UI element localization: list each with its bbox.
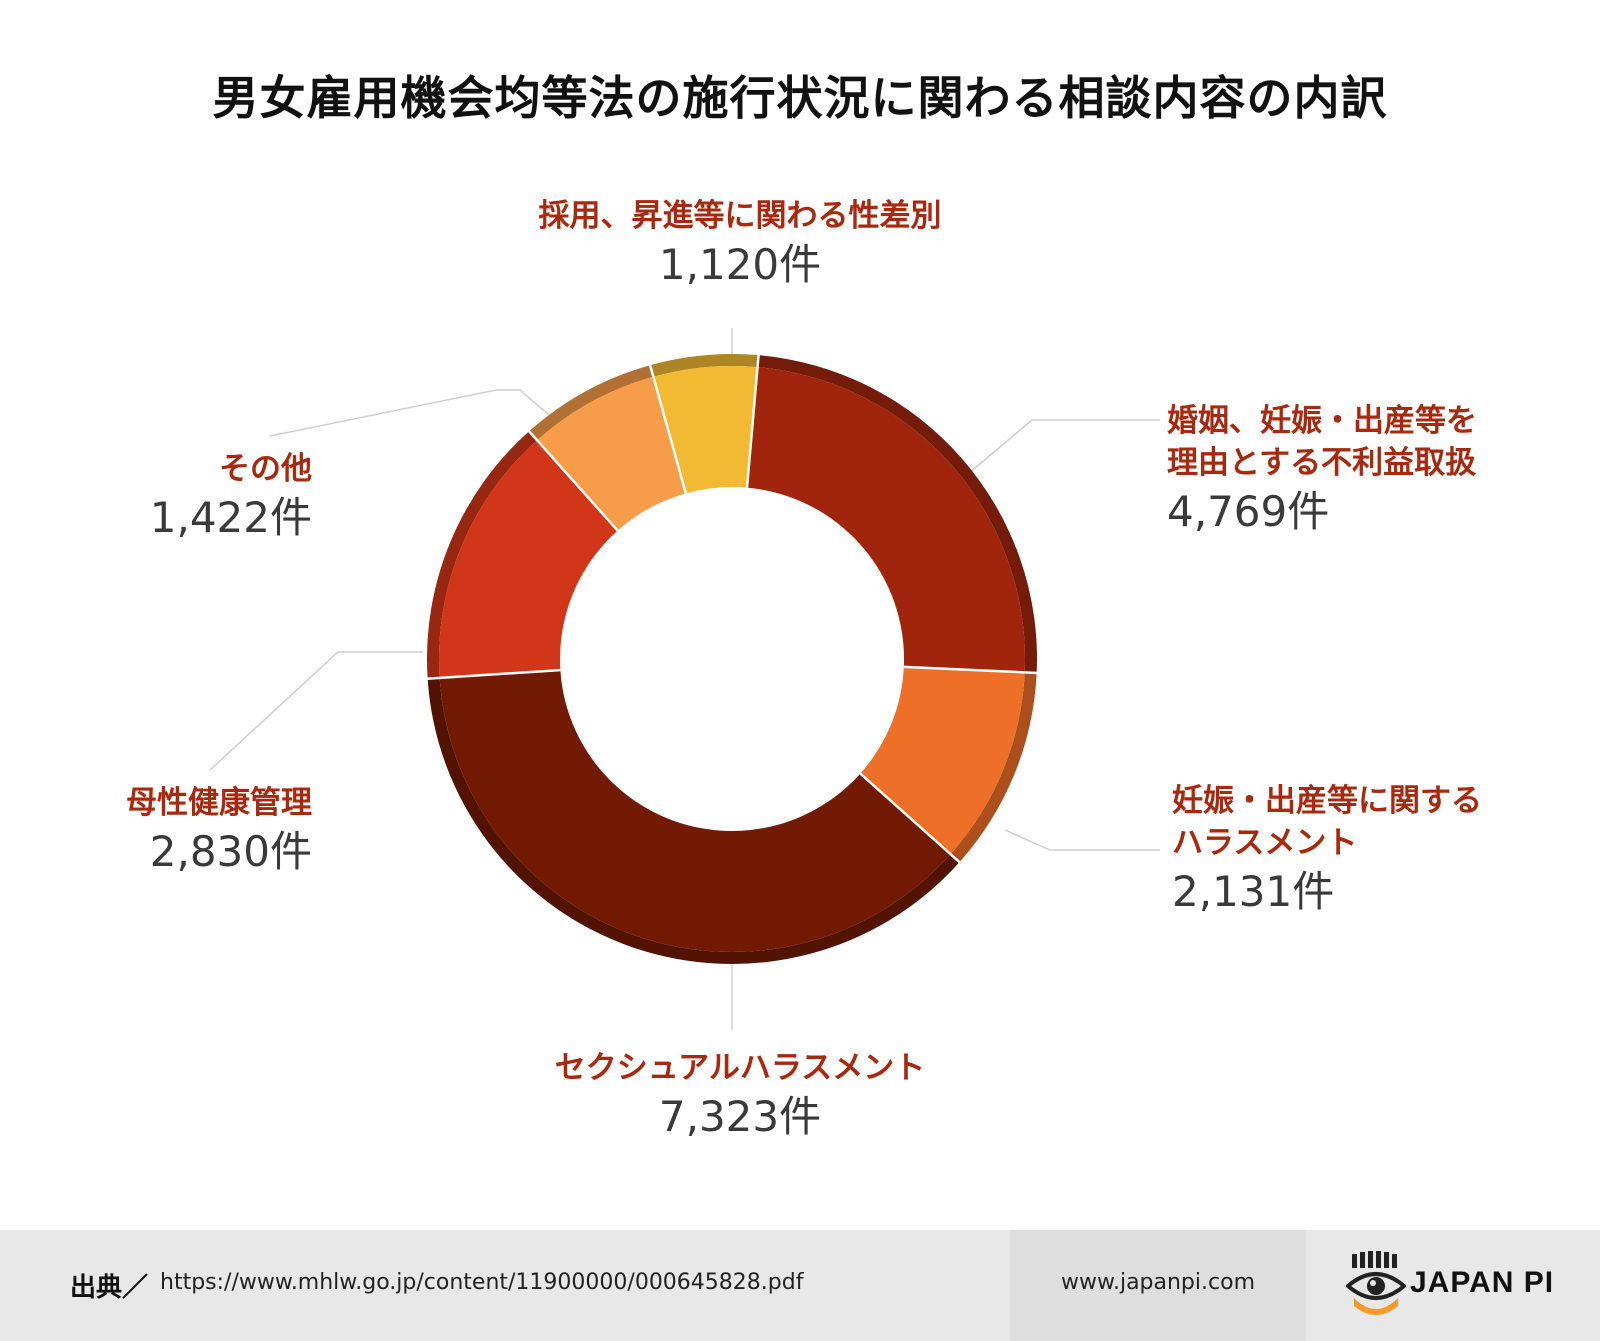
label-recruitment-value: 1,120件 bbox=[658, 240, 822, 289]
label-other-name: その他 bbox=[219, 451, 312, 487]
leader-maternal-health bbox=[209, 651, 423, 771]
slice-maternity-harassment-fill bbox=[860, 666, 1025, 855]
slice-separator bbox=[745, 354, 760, 488]
label-disadvantage-name-1: 婚姻、妊娠・出産等を bbox=[1167, 403, 1477, 439]
logo-text: JAPAN PI bbox=[1410, 1266, 1555, 1299]
slice-separator bbox=[903, 665, 1038, 675]
leader-other bbox=[269, 389, 551, 437]
slice-maternity-harassment-rim bbox=[950, 672, 1037, 863]
footer: 出典／ https://www.mhlw.go.jp/content/11900… bbox=[0, 1230, 1600, 1341]
slice-other[interactable] bbox=[529, 365, 686, 531]
source-panel: 出典／ https://www.mhlw.go.jp/content/11900… bbox=[0, 1230, 1010, 1341]
slice-recruitment-fill bbox=[653, 366, 758, 494]
label-maternal-health: 母性健康管理 2,830件 bbox=[40, 782, 312, 880]
chart-title: 男女雇用機会均等法の施行状況に関わる相談内容の内訳 bbox=[212, 71, 1388, 125]
label-maternity-harassment-value: 2,131件 bbox=[1172, 867, 1335, 916]
label-disadvantage-name-2: 理由とする不利益取扱 bbox=[1167, 445, 1477, 481]
slice-recruitment-rim bbox=[650, 354, 759, 377]
leader-maternity-harassment bbox=[1004, 829, 1160, 851]
source-label: 出典／ bbox=[70, 1273, 149, 1303]
label-maternity-harassment-name-1: 妊娠・出産等に関する bbox=[1172, 783, 1482, 819]
label-maternal-health-name: 母性健康管理 bbox=[126, 785, 312, 821]
slice-separator bbox=[859, 772, 962, 864]
leader-disadvantage bbox=[967, 419, 1160, 475]
slice-recruitment[interactable] bbox=[650, 354, 759, 494]
slice-sexual-harassment-fill bbox=[439, 670, 951, 952]
slice-maternal-health-fill bbox=[439, 440, 618, 678]
label-disadvantage-value: 4,769件 bbox=[1167, 487, 1330, 536]
website-link[interactable]: www.japanpi.com bbox=[1061, 1270, 1255, 1295]
label-disadvantage: 婚姻、妊娠・出産等を 理由とする不利益取扱 4,769件 bbox=[1167, 400, 1587, 540]
label-sexual-harassment-name: セクシュアルハラスメント bbox=[554, 1050, 926, 1086]
label-recruitment-name: 採用、昇進等に関わる性差別 bbox=[538, 198, 942, 234]
slice-maternal-health-rim bbox=[426, 431, 538, 679]
label-maternal-health-value: 2,830件 bbox=[149, 827, 312, 876]
slice-other-rim bbox=[529, 365, 654, 441]
donut-chart bbox=[209, 328, 1160, 1030]
eye-logo-icon bbox=[1346, 1251, 1406, 1315]
label-sexual-harassment-value: 7,323件 bbox=[658, 1092, 822, 1141]
slice-disadvantage[interactable] bbox=[746, 355, 1038, 673]
label-other-value: 1,422件 bbox=[149, 493, 312, 542]
label-maternity-harassment-name-2: ハラスメント bbox=[1172, 825, 1358, 861]
slice-maternity-harassment[interactable] bbox=[860, 666, 1037, 863]
label-sexual-harassment: セクシュアルハラスメント 7,323件 bbox=[440, 1047, 1040, 1145]
label-other: その他 1,422件 bbox=[40, 448, 312, 546]
website-panel: www.japanpi.com bbox=[1010, 1230, 1306, 1341]
slice-separator bbox=[527, 429, 619, 532]
brand-logo: JAPAN PI bbox=[1306, 1230, 1600, 1341]
slice-maternal-health[interactable] bbox=[426, 431, 618, 679]
slice-separator bbox=[648, 363, 688, 494]
source-url[interactable]: https://www.mhlw.go.jp/content/11900000/… bbox=[160, 1270, 804, 1295]
label-maternity-harassment: 妊娠・出産等に関する ハラスメント 2,131件 bbox=[1172, 780, 1592, 920]
slice-other-fill bbox=[537, 376, 686, 531]
slice-disadvantage-fill bbox=[746, 367, 1025, 673]
slice-sexual-harassment[interactable] bbox=[427, 670, 960, 964]
label-recruitment: 採用、昇進等に関わる性差別 1,120件 bbox=[440, 195, 1040, 293]
slice-separator bbox=[426, 668, 561, 680]
